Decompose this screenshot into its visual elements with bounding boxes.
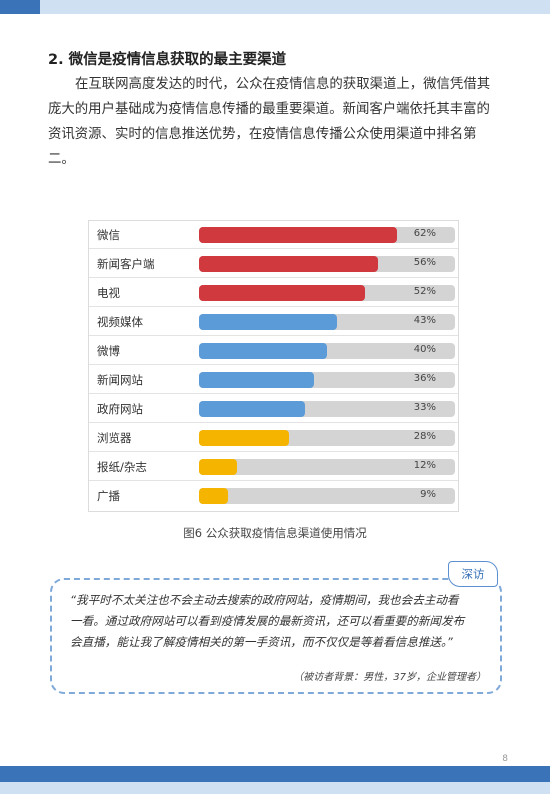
value-label: 56% [413, 257, 436, 268]
row-divider [89, 422, 458, 423]
row-divider [89, 364, 458, 365]
interviewee-attribution: （被访者背景：男性，37岁，企业管理者） [293, 672, 486, 683]
bottom-decor-band [0, 766, 550, 782]
bar [199, 372, 315, 388]
top-decor-accent [0, 0, 40, 14]
value-label: 62% [413, 228, 436, 239]
interview-quote: “我平时不太关注也不会主动去搜索的政府网站，疫情期间，我也会去主动看一看。通过政… [70, 593, 465, 649]
top-decor-band [0, 0, 550, 14]
bar [199, 459, 238, 475]
bar [199, 343, 327, 359]
channel-usage-bar-chart: 微信 62% 新闻客户端 56% 电视 52% 视频媒体 43% 微博 40% 新闻网站 36% 政府网… [88, 220, 459, 512]
chart-row: 报纸/杂志 12% [89, 453, 458, 481]
bar [199, 430, 289, 446]
value-label: 28% [413, 431, 436, 442]
value-label: 9% [420, 489, 436, 500]
row-divider [89, 480, 458, 481]
value-label: 52% [413, 286, 436, 297]
interview-quote-box [50, 578, 502, 694]
section-heading: 2. 微信是疫情信息获取的最主要渠道 [48, 52, 287, 68]
bottom-decor-band-light [0, 782, 550, 794]
row-divider [89, 335, 458, 336]
chart-row: 广播 9% [89, 482, 458, 510]
chart-row: 浏览器 28% [89, 424, 458, 452]
row-divider [89, 277, 458, 278]
page-number: 8 [502, 754, 508, 764]
category-label: 微博 [97, 344, 120, 358]
bar-track [199, 488, 455, 504]
value-label: 12% [413, 460, 436, 471]
bar-track [199, 459, 455, 475]
category-label: 视频媒体 [97, 315, 143, 329]
chart-row: 政府网站 33% [89, 395, 458, 423]
category-label: 政府网站 [97, 402, 143, 416]
chart-row: 新闻网站 36% [89, 366, 458, 394]
figure-caption: 图6 公众获取疫情信息渠道使用情况 [183, 526, 367, 540]
row-divider [89, 393, 458, 394]
bar [199, 227, 398, 243]
bar [199, 401, 305, 417]
interview-tag: 深访 [448, 561, 498, 587]
chart-row: 电视 52% [89, 279, 458, 307]
value-label: 36% [413, 373, 436, 384]
bar [199, 256, 379, 272]
bar [199, 314, 337, 330]
chart-row: 微信 62% [89, 221, 458, 249]
bar [199, 488, 228, 504]
chart-row: 新闻客户端 56% [89, 250, 458, 278]
chart-row: 视频媒体 43% [89, 308, 458, 336]
category-label: 新闻客户端 [97, 257, 155, 271]
row-divider [89, 306, 458, 307]
category-label: 微信 [97, 228, 120, 242]
chart-row: 微博 40% [89, 337, 458, 365]
value-label: 33% [413, 402, 436, 413]
value-label: 40% [413, 344, 436, 355]
row-divider [89, 451, 458, 452]
category-label: 报纸/杂志 [97, 460, 147, 474]
bar [199, 285, 366, 301]
category-label: 广播 [97, 489, 120, 503]
row-divider [89, 248, 458, 249]
category-label: 新闻网站 [97, 373, 143, 387]
category-label: 浏览器 [97, 431, 132, 445]
body-paragraph: 在互联网高度发达的时代，公众在疫情信息的获取渠道上，微信凭借其庞大的用户基础成为… [48, 77, 491, 167]
value-label: 43% [413, 315, 436, 326]
category-label: 电视 [97, 286, 120, 300]
